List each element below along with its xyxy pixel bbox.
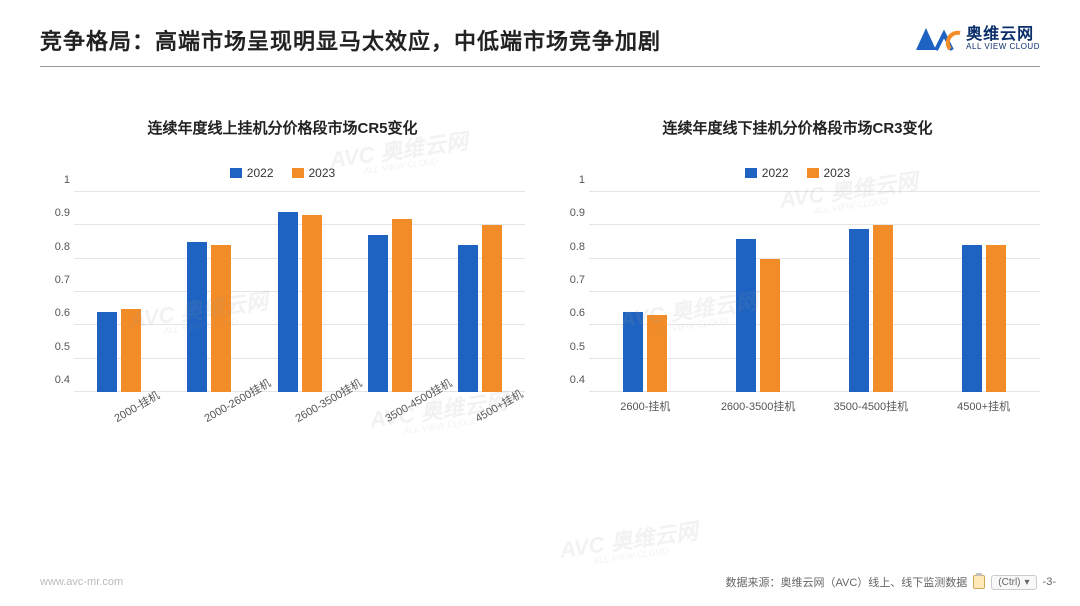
footer-url: www.avc-mr.com — [40, 576, 123, 588]
bar-group — [962, 245, 1006, 392]
footer: www.avc-mr.com 数据来源：奥维云网（AVC）线上、线下监测数据 (… — [40, 574, 1056, 590]
bars-area — [74, 192, 525, 392]
bar-2022 — [278, 212, 298, 392]
logo: 奥维云网 ALL VIEW CLOUD — [914, 24, 1040, 54]
bar-group — [458, 225, 502, 392]
bar-group — [187, 242, 231, 392]
y-tick: 0.6 — [55, 307, 70, 319]
footer-source: 数据来源：奥维云网（AVC）线上、线下监测数据 — [725, 574, 967, 590]
x-label: 4500+挂机 — [472, 386, 526, 426]
legend-swatch-2022 — [745, 168, 757, 178]
chart-right-legend: 2022 2023 — [555, 166, 1040, 180]
x-label: 2000-挂机 — [111, 387, 162, 426]
bar-group — [278, 212, 322, 392]
bar-2022 — [187, 242, 207, 392]
logo-text-en: ALL VIEW CLOUD — [966, 43, 1040, 51]
y-tick: 0.8 — [55, 241, 70, 253]
y-tick: 0.4 — [55, 374, 70, 386]
bar-2022 — [97, 312, 117, 392]
chart-left-legend: 2022 2023 — [40, 166, 525, 180]
y-tick: 0.5 — [570, 341, 585, 353]
legend-swatch-2022 — [230, 168, 242, 178]
legend-item-2023: 2023 — [807, 166, 851, 180]
bar-2023 — [873, 225, 893, 392]
x-label: 2600-3500挂机 — [702, 398, 815, 414]
bar-group — [736, 239, 780, 392]
footer-source-wrap: 数据来源：奥维云网（AVC）线上、线下监测数据 (Ctrl)▾ -3- — [725, 574, 1056, 590]
bar-2023 — [302, 215, 322, 392]
bar-group — [623, 312, 667, 392]
bar-2023 — [211, 245, 231, 392]
legend-label-2023: 2023 — [309, 166, 336, 180]
legend-label-2022: 2022 — [762, 166, 789, 180]
bar-group — [849, 225, 893, 392]
legend-swatch-2023 — [292, 168, 304, 178]
header: 竞争格局：高端市场呈现明显马太效应，中低端市场竞争加剧 奥维云网 ALL VIE… — [40, 24, 1040, 67]
bar-2022 — [368, 235, 388, 392]
x-label: 2600-挂机 — [589, 398, 702, 414]
charts-row: 连续年度线上挂机分价格段市场CR5变化 2022 2023 0.4 0.5 0.6 0… — [40, 117, 1040, 422]
legend-item-2022: 2022 — [745, 166, 789, 180]
bar-2023 — [392, 219, 412, 392]
chart-left: 连续年度线上挂机分价格段市场CR5变化 2022 2023 0.4 0.5 0.6 0… — [40, 117, 525, 422]
y-axis: 0.40.50.60.70.80.91 — [555, 192, 589, 392]
bar-2022 — [623, 312, 643, 392]
bar-2023 — [647, 315, 667, 392]
chart-right-plot: 0.40.50.60.70.80.91 2600-挂机2600-3500挂机35… — [555, 192, 1040, 422]
logo-text-cn: 奥维云网 — [966, 27, 1040, 43]
avc-logo-icon — [914, 24, 962, 54]
watermark: AVC 奥维云网ALL VIEW CLOUD — [559, 520, 701, 570]
bar-2023 — [121, 309, 141, 392]
bar-2023 — [482, 225, 502, 392]
bar-2022 — [736, 239, 756, 392]
bar-group — [97, 309, 141, 392]
bar-2022 — [458, 245, 478, 392]
paste-icon[interactable] — [973, 575, 985, 589]
y-axis: 0.40.50.60.70.80.91 — [40, 192, 74, 392]
y-tick: 0.6 — [570, 307, 585, 319]
y-tick: 0.8 — [570, 241, 585, 253]
y-tick: 0.7 — [570, 274, 585, 286]
bar-2022 — [962, 245, 982, 392]
y-tick: 0.9 — [55, 207, 70, 219]
y-tick: 1 — [579, 174, 585, 186]
legend-item-2022: 2022 — [230, 166, 274, 180]
bars-area — [589, 192, 1040, 392]
chart-right: 连续年度线下挂机分价格段市场CR3变化 2022 2023 0.4 0.5 0.6 0… — [555, 117, 1040, 422]
legend-swatch-2023 — [807, 168, 819, 178]
bar-group — [368, 219, 412, 392]
x-labels: 2600-挂机2600-3500挂机3500-4500挂机4500+挂机 — [589, 392, 1040, 422]
chart-left-plot: 0.40.50.60.70.80.91 2000-挂机2000-2600挂机26… — [40, 192, 525, 422]
y-tick: 0.4 — [570, 374, 585, 386]
legend-label-2022: 2022 — [247, 166, 274, 180]
y-tick: 0.5 — [55, 341, 70, 353]
page-title: 竞争格局：高端市场呈现明显马太效应，中低端市场竞争加剧 — [40, 24, 661, 56]
legend-item-2023: 2023 — [292, 166, 336, 180]
chart-left-title: 连续年度线上挂机分价格段市场CR5变化 — [40, 117, 525, 138]
legend-label-2023: 2023 — [824, 166, 851, 180]
page-number: -3- — [1043, 576, 1056, 588]
y-tick: 1 — [64, 174, 70, 186]
x-labels: 2000-挂机2000-2600挂机2600-3500挂机3500-4500挂机… — [74, 392, 525, 422]
chart-right-title: 连续年度线下挂机分价格段市场CR3变化 — [555, 117, 1040, 138]
x-label: 4500+挂机 — [927, 398, 1040, 414]
bar-2022 — [849, 229, 869, 392]
bar-2023 — [760, 259, 780, 392]
ctrl-badge[interactable]: (Ctrl)▾ — [991, 575, 1036, 590]
bar-2023 — [986, 245, 1006, 392]
y-tick: 0.7 — [55, 274, 70, 286]
x-label: 3500-4500挂机 — [815, 398, 928, 414]
slide: 竞争格局：高端市场呈现明显马太效应，中低端市场竞争加剧 奥维云网 ALL VIE… — [0, 0, 1080, 606]
y-tick: 0.9 — [570, 207, 585, 219]
